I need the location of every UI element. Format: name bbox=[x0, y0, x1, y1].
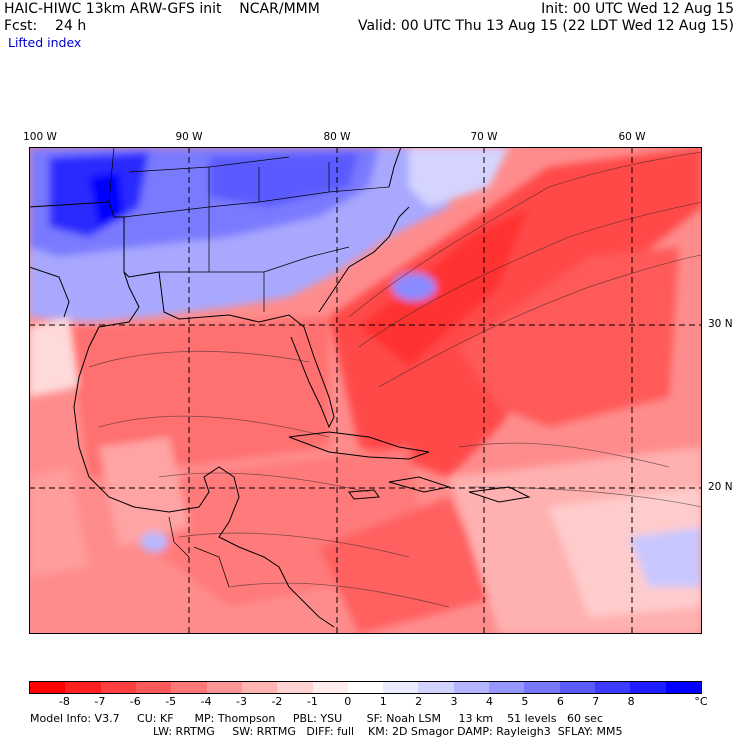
colorbar-swatch bbox=[135, 682, 172, 693]
colorbar-swatch bbox=[65, 682, 101, 693]
colorbar-swatch bbox=[524, 682, 560, 693]
lifted-index-map bbox=[29, 147, 702, 634]
colorbar-swatch bbox=[453, 682, 490, 693]
valid-time: Valid: 00 UTC Thu 13 Aug 15 (22 LDT Wed … bbox=[357, 18, 734, 34]
lon-label-60w: 60 W bbox=[618, 131, 646, 143]
colorbar-swatch bbox=[489, 682, 525, 693]
lon-label-100w: 100 W bbox=[23, 131, 57, 143]
colorbar-tick-label: 4 bbox=[485, 695, 493, 708]
graticule bbox=[29, 147, 702, 634]
field-shading bbox=[29, 147, 702, 634]
init-time: Init: 00 UTC Wed 12 Aug 15 bbox=[541, 1, 734, 17]
model-info-line2: LW: RRTMG SW: RRTMG DIFF: full KM: 2D Sm… bbox=[153, 725, 623, 738]
colorbar-tick-label: -7 bbox=[94, 695, 106, 708]
colorbar-swatch bbox=[383, 682, 419, 693]
colorbar-swatch bbox=[277, 682, 313, 693]
colorbar-tick-label: 0 bbox=[344, 695, 352, 708]
colorbar-tick-label: 2 bbox=[415, 695, 423, 708]
colorbar-tick-label: -4 bbox=[200, 695, 212, 708]
colorbar-tick-label: 1 bbox=[379, 695, 387, 708]
colorbar-swatch bbox=[100, 682, 136, 693]
state-borders bbox=[108, 147, 390, 588]
lon-label-70w: 70 W bbox=[470, 131, 498, 143]
colorbar-tick-label: -8 bbox=[58, 695, 70, 708]
colorbar-tick-label: 7 bbox=[592, 695, 600, 708]
colorbar-swatch bbox=[559, 682, 595, 693]
colorbar-swatch bbox=[347, 682, 384, 693]
lon-label-80w: 80 W bbox=[323, 131, 351, 143]
coastlines bbox=[29, 147, 531, 628]
lat-label-20n: 20 N bbox=[708, 481, 733, 493]
colorbar-tick-label: 8 bbox=[627, 695, 635, 708]
colorbar-tick-label: 5 bbox=[521, 695, 529, 708]
colorbar-swatch bbox=[595, 682, 631, 693]
model-title: HAIC-HIWC 13km ARW-GFS init NCAR/MMM bbox=[4, 1, 320, 17]
colorbar-tick-label: 3 bbox=[450, 695, 458, 708]
colorbar-swatch bbox=[206, 682, 242, 693]
colorbar-tick-label: -6 bbox=[129, 695, 141, 708]
colorbar-swatch bbox=[418, 682, 454, 693]
colorbar-swatch bbox=[241, 682, 278, 693]
model-info-line1: Model Info: V3.7 CU: KF MP: Thompson PBL… bbox=[30, 712, 603, 725]
colorbar-swatch bbox=[30, 682, 66, 693]
colorbar-tick-label: -1 bbox=[306, 695, 318, 708]
contour-lines bbox=[88, 151, 702, 608]
colorbar bbox=[29, 681, 702, 694]
colorbar-swatch bbox=[171, 682, 207, 693]
colorbar-tick-label: -2 bbox=[271, 695, 283, 708]
lon-label-90w: 90 W bbox=[175, 131, 203, 143]
colorbar-tick-label: 6 bbox=[556, 695, 564, 708]
field-name: Lifted index bbox=[8, 35, 82, 50]
colorbar-tick-label: -3 bbox=[236, 695, 247, 708]
colorbar-swatch bbox=[665, 682, 701, 693]
map-frame bbox=[29, 147, 702, 634]
colorbar-unit: °C bbox=[694, 695, 708, 708]
lat-label-30n: 30 N bbox=[708, 318, 733, 330]
colorbar-swatch bbox=[630, 682, 666, 693]
colorbar-tick-label: -5 bbox=[165, 695, 177, 708]
forecast-hour: Fcst: 24 h bbox=[4, 18, 87, 34]
colorbar-swatch bbox=[312, 682, 348, 693]
